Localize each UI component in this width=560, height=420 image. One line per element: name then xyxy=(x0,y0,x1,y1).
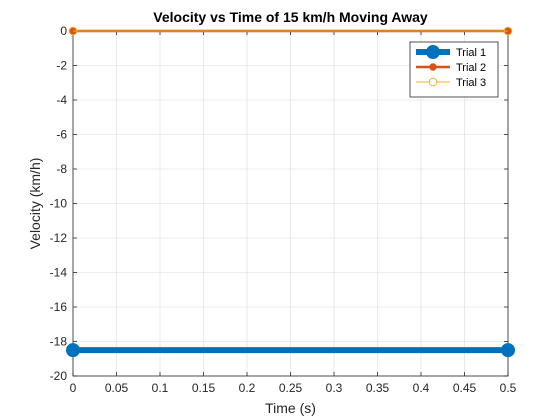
legend-item-trial-1: Trial 1 xyxy=(416,45,486,59)
x-tick-label: 0.1 xyxy=(152,381,169,395)
legend-swatch-marker xyxy=(426,45,440,59)
series-trial-3 xyxy=(68,26,513,36)
y-axis-label: Velocity (km/h) xyxy=(27,158,43,250)
x-tick-label: 0 xyxy=(70,381,77,395)
x-axis-label: Time (s) xyxy=(265,400,316,416)
y-tick-label: -14 xyxy=(50,266,68,280)
y-tick-label: 0 xyxy=(60,24,67,38)
x-tick-label: 0.5 xyxy=(500,381,517,395)
data-point xyxy=(501,343,515,358)
tick-labels: 0 0.05 0.1 0.15 0.2 0.25 0.3 0.35 0.4 0.45 0.5 0 -2 -… xyxy=(50,24,517,395)
y-tick-label: -18 xyxy=(50,335,68,349)
legend-swatch-marker xyxy=(429,63,437,71)
y-tick-label: -16 xyxy=(50,300,68,314)
y-tick-label: -8 xyxy=(56,162,67,176)
legend-label: Trial 1 xyxy=(456,47,486,59)
data-point xyxy=(68,26,78,36)
x-tick-label: 0.2 xyxy=(239,381,256,395)
legend-swatch-marker xyxy=(428,77,438,87)
x-tick-label: 0.05 xyxy=(105,381,129,395)
legend-label: Trial 3 xyxy=(456,77,486,89)
y-tick-label: -10 xyxy=(50,197,68,211)
x-tick-label: 0.45 xyxy=(453,381,477,395)
x-tick-label: 0.3 xyxy=(326,381,343,395)
chart-title: Velocity vs Time of 15 km/h Moving Away xyxy=(153,9,428,25)
legend-item-trial-3: Trial 3 xyxy=(416,77,486,89)
y-tick-label: -12 xyxy=(50,231,68,245)
y-tick-label: -20 xyxy=(50,369,68,383)
legend-item-trial-2: Trial 2 xyxy=(416,62,486,74)
y-tick-label: -6 xyxy=(56,128,67,142)
legend-label: Trial 2 xyxy=(456,62,486,74)
data-point xyxy=(503,26,513,36)
x-tick-label: 0.15 xyxy=(192,381,216,395)
y-tick-label: -4 xyxy=(56,93,67,107)
series-trial-1 xyxy=(66,343,515,358)
x-tick-label: 0.35 xyxy=(366,381,390,395)
legend: Trial 1 Trial 2 Trial 3 xyxy=(409,41,499,98)
series xyxy=(66,26,515,358)
x-tick-label: 0.4 xyxy=(413,381,430,395)
x-tick-label: 0.25 xyxy=(279,381,303,395)
y-tick-label: -2 xyxy=(56,59,67,73)
data-point xyxy=(66,343,80,358)
